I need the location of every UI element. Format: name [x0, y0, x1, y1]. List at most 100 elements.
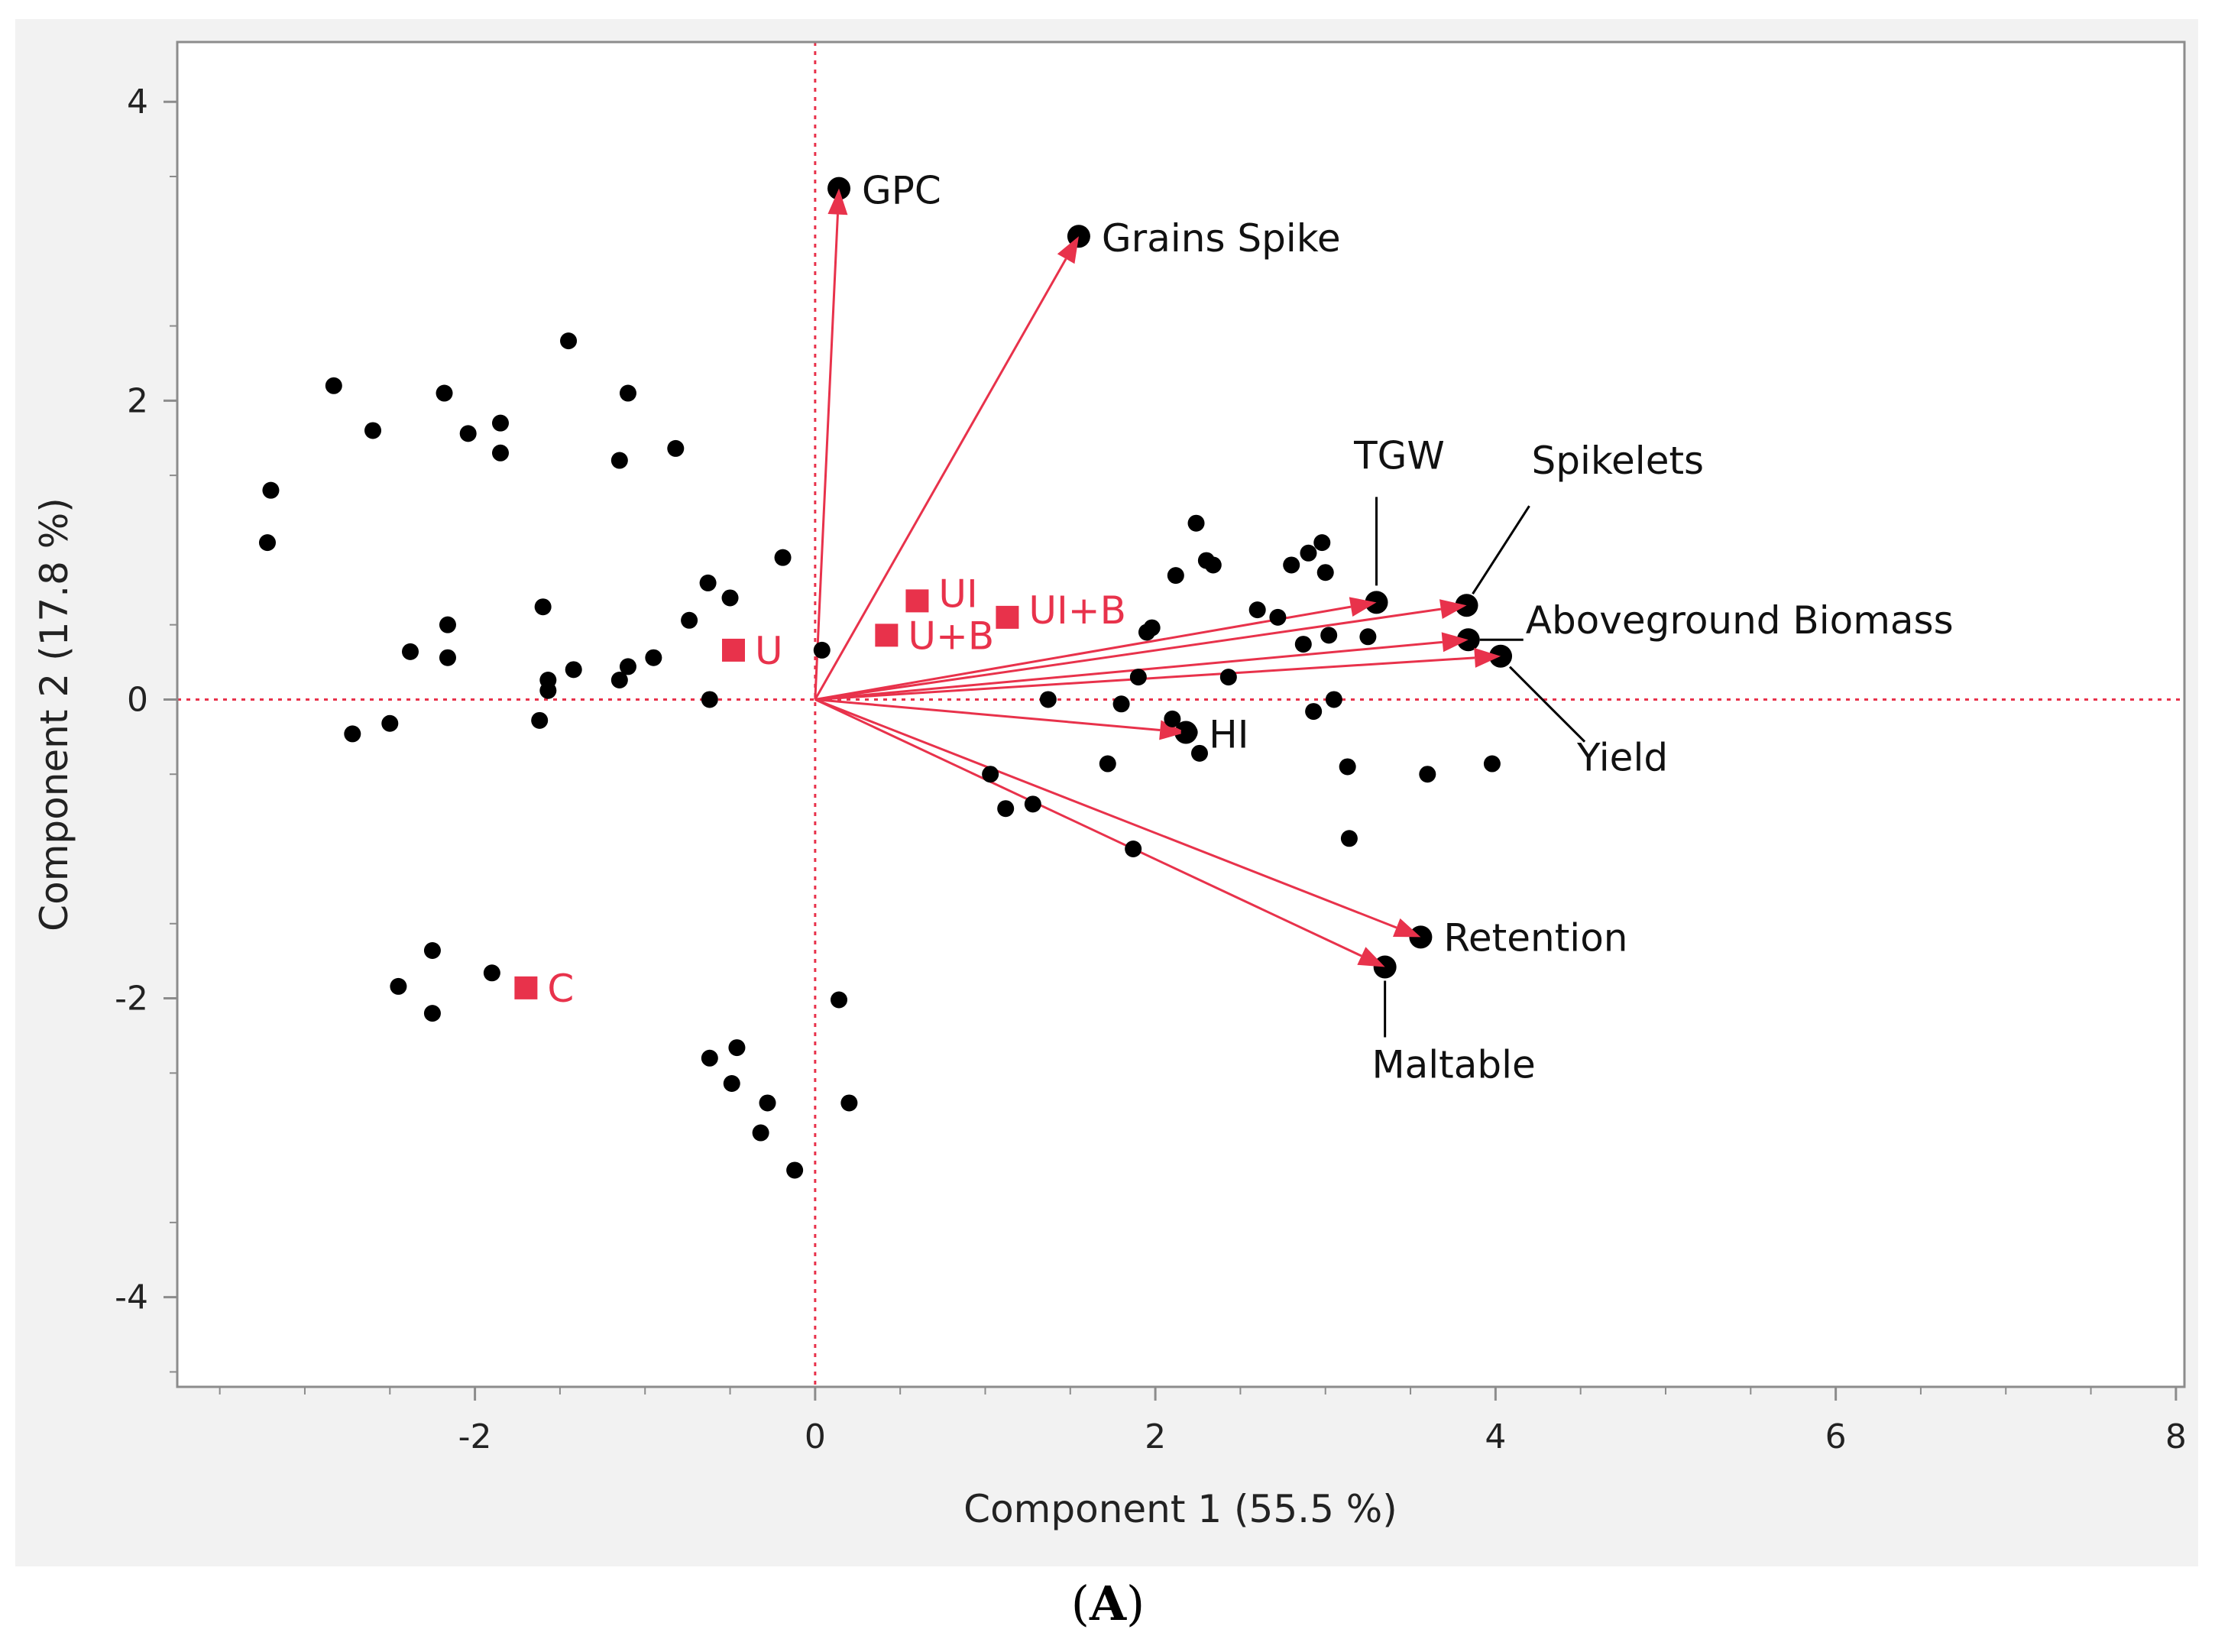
vector-line [814, 214, 839, 700]
score-point [344, 725, 361, 743]
group-label: U [755, 629, 783, 673]
score-point [565, 661, 582, 679]
score-point [721, 589, 739, 607]
vector-label: TGW [1353, 433, 1445, 478]
score-point [1180, 724, 1198, 741]
score-point [723, 1075, 740, 1093]
group-marker [514, 976, 538, 999]
score-point [774, 549, 792, 566]
vector-arrowhead [1159, 720, 1187, 740]
score-point [531, 711, 549, 729]
vector-labels: GPC Grains Spike TGW Spikelets Aboveground B… [862, 169, 1954, 1087]
y-tick-label: 2 [127, 381, 148, 420]
x-tick-label: 2 [1145, 1417, 1166, 1456]
vector-label: Yield [1576, 736, 1668, 780]
group-marker [875, 624, 899, 647]
score-point [325, 377, 342, 394]
vector-label: Maltable [1371, 1042, 1535, 1087]
score-point [560, 332, 578, 350]
score-point [1419, 766, 1436, 783]
score-point [1187, 514, 1205, 532]
x-tick-label: 6 [1825, 1417, 1847, 1456]
score-point [436, 384, 453, 402]
score-point [1316, 564, 1334, 581]
score-point [1204, 556, 1222, 574]
vector-label: Aboveground Biomass [1526, 598, 1954, 643]
vector-line [814, 698, 1397, 929]
score-point [483, 964, 500, 982]
score-point [728, 1039, 746, 1057]
reference-lines [177, 42, 2184, 1387]
score-point [258, 534, 276, 552]
score-point [813, 641, 831, 659]
vector-label: HI [1209, 712, 1248, 756]
score-point [645, 649, 662, 666]
vector-arrowhead [1057, 236, 1079, 264]
score-point [423, 1005, 441, 1022]
figure-caption: (A) [1071, 1576, 1145, 1631]
score-point [1269, 608, 1287, 626]
y-axis-title: Component 2 (17.8 %) [32, 497, 76, 931]
group-label: UI [938, 572, 977, 616]
score-point [619, 384, 636, 402]
caption-close: ) [1126, 1576, 1145, 1631]
score-point [364, 422, 382, 439]
vector-line [814, 698, 1161, 731]
group-label: C [547, 967, 574, 1011]
group-marker [996, 605, 1019, 629]
score-point [701, 1049, 718, 1067]
score-point [759, 1094, 776, 1112]
score-point [1112, 695, 1130, 713]
vector-label: Retention [1443, 915, 1627, 960]
y-tick-label: 0 [127, 680, 148, 719]
score-point [619, 658, 636, 675]
score-point [539, 682, 557, 699]
plot-area [177, 42, 2184, 1387]
score-point [681, 611, 698, 629]
score-point [667, 439, 685, 457]
y-tick-label: 4 [127, 83, 148, 121]
group-label: UI+B [1028, 588, 1126, 633]
label-leader-line [1508, 666, 1586, 743]
vector-arrowhead [1439, 599, 1467, 619]
vector-line [814, 607, 1442, 701]
vector-arrowhead [1357, 947, 1385, 967]
group-markers: U UIU+B UI+B C [514, 572, 1126, 1011]
score-point [1325, 691, 1342, 708]
score-point [1359, 628, 1377, 646]
y-tick-label: -2 [115, 980, 148, 1019]
group-marker [721, 638, 745, 662]
score-point [786, 1161, 804, 1179]
score-points [258, 332, 1501, 1179]
score-point [1320, 627, 1338, 644]
x-tick-label: -2 [458, 1417, 492, 1456]
score-point [1190, 744, 1208, 762]
score-point [1099, 755, 1116, 773]
score-point [1294, 636, 1312, 653]
score-point [1167, 567, 1184, 585]
score-point [1219, 669, 1237, 686]
group-label: U+B [908, 614, 994, 658]
vector-arrowhead [827, 188, 848, 215]
y-tick-label: -4 [115, 1278, 148, 1317]
score-point [752, 1124, 769, 1142]
vector-arrowhead [1349, 597, 1377, 617]
score-point [390, 977, 407, 995]
score-point [1039, 691, 1057, 708]
score-point [439, 616, 456, 633]
score-point [1283, 556, 1300, 574]
score-point [1248, 601, 1266, 619]
loading-vectors [814, 177, 1513, 979]
score-point [459, 425, 477, 442]
score-point [423, 941, 441, 959]
score-point [1125, 841, 1142, 857]
score-point [381, 714, 399, 732]
score-point [1483, 755, 1501, 773]
score-point [840, 1094, 858, 1112]
score-point [1339, 758, 1356, 776]
score-point [831, 991, 848, 1009]
vector-line [814, 640, 1443, 701]
vector-arrowhead [1474, 647, 1501, 668]
vector-line [814, 605, 1352, 701]
